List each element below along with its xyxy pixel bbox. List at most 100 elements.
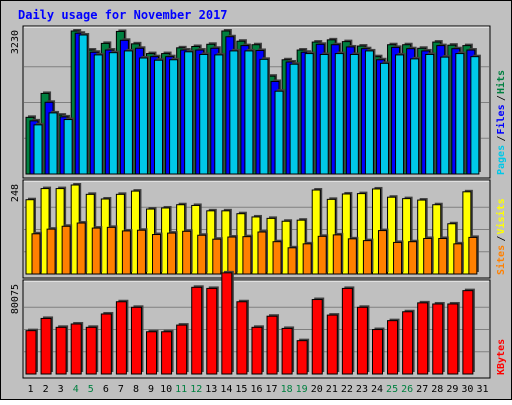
bar-kbytes-kbytes-20 bbox=[311, 297, 325, 375]
bar-traffic-pages-9-face bbox=[154, 59, 164, 175]
bar-visits-visits-26-face bbox=[402, 198, 412, 275]
bar-kbytes-kbytes-25 bbox=[387, 318, 400, 375]
bar-traffic-pages-17-face bbox=[274, 90, 284, 175]
bar-traffic-pages-24-face bbox=[379, 62, 389, 175]
x-tick-label: 4 bbox=[73, 384, 79, 395]
bar-visits-sites-15-face bbox=[242, 236, 252, 275]
bar-kbytes-kbytes-12-face bbox=[191, 286, 203, 375]
bar-kbytes-kbytes-21-face bbox=[326, 314, 338, 375]
bar-traffic-pages-15 bbox=[244, 48, 255, 175]
panel-kbytes: 80075 KBytes bbox=[10, 270, 507, 379]
bar-kbytes-kbytes-7-face bbox=[115, 301, 127, 375]
bar-traffic-pages-29 bbox=[455, 51, 466, 175]
bar-visits-sites-18-face bbox=[287, 247, 297, 275]
bar-kbytes-kbytes-4-face bbox=[70, 323, 82, 375]
bar-kbytes-kbytes-25-face bbox=[387, 320, 399, 375]
bar-kbytes-kbytes-17 bbox=[266, 314, 280, 375]
x-tick-label: 24 bbox=[371, 384, 383, 395]
bar-visits-sites-4 bbox=[76, 221, 88, 275]
bar-visits-sites-27-face bbox=[423, 237, 433, 275]
bar-visits-sites-10-face bbox=[167, 232, 177, 275]
bar-traffic-pages-20-face bbox=[319, 53, 329, 175]
legend-separator: / bbox=[496, 95, 507, 101]
bar-kbytes-kbytes-15 bbox=[236, 299, 249, 375]
x-tick-label: 3 bbox=[58, 384, 64, 395]
bar-visits-visits-20 bbox=[311, 188, 323, 275]
bar-kbytes-kbytes-16-face bbox=[251, 326, 263, 375]
x-tick-label: 21 bbox=[326, 384, 338, 395]
bar-traffic-pages-11-face bbox=[184, 51, 194, 175]
bar-kbytes-kbytes-29-face bbox=[447, 303, 459, 375]
bar-visits-sites-30 bbox=[468, 235, 479, 275]
bar-visits-sites-6-face bbox=[106, 226, 116, 275]
bar-kbytes-kbytes-14-face bbox=[221, 272, 233, 375]
bar-visits-sites-9 bbox=[152, 232, 163, 275]
bar-traffic-pages-12-face bbox=[199, 53, 209, 175]
bar-traffic-pages-16-face bbox=[259, 58, 269, 175]
ymax-label-visits: 248 bbox=[10, 184, 21, 202]
bar-visits-sites-22 bbox=[347, 236, 359, 275]
x-tick-label: 7 bbox=[118, 384, 124, 395]
bar-traffic-pages-19-face bbox=[304, 53, 314, 175]
bar-kbytes-kbytes-23-face bbox=[356, 306, 368, 375]
bar-kbytes-kbytes-22-face bbox=[341, 287, 353, 375]
legend-separator: / bbox=[496, 235, 507, 241]
bar-kbytes-kbytes-5-face bbox=[85, 326, 97, 375]
bar-traffic-pages-27 bbox=[425, 52, 436, 175]
bar-traffic-pages-12 bbox=[199, 52, 210, 175]
bar-visits-sites-13-face bbox=[212, 238, 222, 275]
x-tick-label: 9 bbox=[148, 384, 154, 395]
x-tick-label: 20 bbox=[311, 384, 323, 395]
bar-kbytes-kbytes-18-face bbox=[281, 327, 293, 375]
bar-visits-sites-15 bbox=[242, 234, 253, 275]
bar-kbytes-kbytes-2-face bbox=[40, 317, 52, 375]
bar-kbytes-kbytes-26 bbox=[402, 309, 415, 375]
bar-visits-sites-28-face bbox=[438, 237, 448, 275]
bar-kbytes-kbytes-12 bbox=[191, 285, 204, 375]
bar-traffic-pages-28 bbox=[440, 55, 451, 175]
x-tick-label: 6 bbox=[103, 384, 109, 395]
bar-traffic-pages-5-face bbox=[93, 54, 103, 175]
bar-visits-sites-18 bbox=[287, 245, 299, 275]
bar-traffic-pages-23 bbox=[364, 48, 376, 175]
bar-visits-visits-26 bbox=[402, 196, 413, 275]
x-tick-label: 19 bbox=[296, 384, 308, 395]
bar-traffic-pages-1-face bbox=[33, 124, 43, 175]
legend-kbytes: KBytes bbox=[496, 339, 507, 375]
bar-traffic-pages-21-face bbox=[334, 53, 344, 175]
x-tick-label: 1 bbox=[28, 384, 34, 395]
bar-visits-visits-30-face bbox=[462, 191, 472, 275]
bar-traffic-pages-2 bbox=[48, 110, 60, 175]
x-tick-label: 26 bbox=[401, 384, 413, 395]
bar-traffic-pages-13-face bbox=[214, 54, 224, 175]
bar-kbytes-kbytes-3 bbox=[55, 325, 69, 375]
bar-traffic-pages-1 bbox=[33, 122, 44, 175]
bar-visits-sites-13 bbox=[212, 237, 223, 275]
bar-kbytes-kbytes-1-face bbox=[25, 330, 37, 375]
x-tick-label: 10 bbox=[160, 384, 172, 395]
bar-visits-sites-3-face bbox=[61, 225, 71, 275]
bar-traffic-pages-8-face bbox=[138, 57, 148, 175]
legend-item-files: Files bbox=[495, 104, 507, 134]
x-axis-labels: 1 2 3 4 5 6 7 8 9 10 11 12 13 14 15 16 17 18 19 20 21 22 23 24 2… bbox=[28, 384, 489, 395]
bar-visits-sites-19 bbox=[302, 241, 314, 275]
bar-visits-sites-22-face bbox=[347, 238, 357, 275]
x-tick-label: 8 bbox=[133, 384, 139, 395]
bar-visits-sites-2-face bbox=[46, 228, 56, 275]
bar-kbytes-kbytes-13 bbox=[206, 286, 219, 375]
bar-kbytes-kbytes-17-face bbox=[266, 315, 278, 375]
bar-traffic-pages-5 bbox=[93, 52, 105, 175]
bar-visits-sites-23-face bbox=[362, 240, 372, 275]
bar-traffic-pages-25-face bbox=[395, 54, 405, 175]
x-tick-label: 22 bbox=[341, 384, 353, 395]
bar-traffic-pages-4 bbox=[78, 32, 90, 175]
bar-traffic-pages-7-face bbox=[123, 50, 133, 175]
bar-kbytes-kbytes-4 bbox=[70, 321, 84, 375]
bar-visits-sites-7 bbox=[121, 228, 133, 275]
bar-traffic-pages-22-face bbox=[349, 53, 359, 175]
bar-traffic-pages-15-face bbox=[244, 50, 254, 175]
bar-traffic-pages-30-face bbox=[470, 56, 480, 175]
bar-visits-sites-25-face bbox=[393, 241, 403, 275]
bar-kbytes-kbytes-13-face bbox=[206, 287, 218, 375]
x-tick-label: 15 bbox=[235, 384, 247, 395]
